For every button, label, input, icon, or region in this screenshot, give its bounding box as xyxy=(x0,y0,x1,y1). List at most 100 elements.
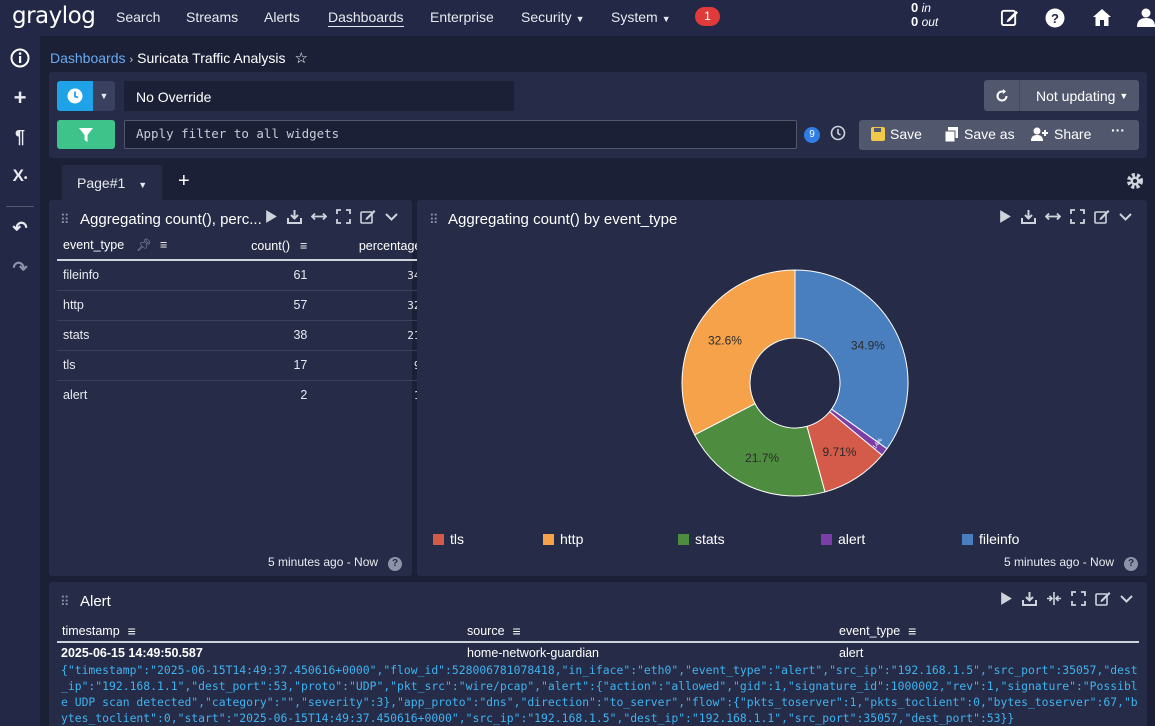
table-row[interactable]: alert21,14% xyxy=(57,380,453,410)
cell-count[interactable]: 17 xyxy=(217,350,314,381)
message-timestamp[interactable]: 2025-06-15 14:49:50.587 xyxy=(61,646,203,660)
query-validation-badge[interactable]: 9 xyxy=(804,127,820,143)
filter-button[interactable] xyxy=(57,120,115,149)
throughput-indicator[interactable]: 0 in 0 out xyxy=(911,1,938,30)
edit-icon[interactable] xyxy=(1095,591,1111,606)
message-event-type[interactable]: alert xyxy=(839,646,864,660)
tab-page-1[interactable]: Page#1 ▼ xyxy=(62,165,162,200)
pie-slice-http[interactable] xyxy=(681,269,796,436)
sort-icon[interactable]: ≡ xyxy=(512,623,521,639)
star-icon[interactable]: ☆ xyxy=(294,50,308,67)
nav-dashboards[interactable]: Dashboards xyxy=(328,9,404,27)
edit-icon[interactable] xyxy=(1094,209,1110,224)
cell-count[interactable]: 61 xyxy=(217,260,314,291)
refresh-icon[interactable] xyxy=(984,80,1020,111)
pie-slice-fileinfo[interactable] xyxy=(794,269,909,450)
column-header-count[interactable]: count() ≡ xyxy=(217,232,314,261)
cell-event-type[interactable]: tls xyxy=(57,350,218,381)
table-row[interactable]: fileinfo6134,86% xyxy=(57,260,453,291)
legend-item-http[interactable]: http xyxy=(543,531,583,547)
play-icon[interactable] xyxy=(1000,591,1013,606)
column-header-source[interactable]: source ≡ xyxy=(467,623,521,639)
cell-event-type[interactable]: fileinfo xyxy=(57,260,218,291)
expand-width-icon[interactable] xyxy=(1045,209,1061,224)
table-row[interactable]: stats3821,71% xyxy=(57,320,453,351)
cell-event-type[interactable]: http xyxy=(57,290,218,321)
drag-handle-icon[interactable]: ⠿ xyxy=(60,212,69,227)
sort-icon[interactable]: ≡ xyxy=(908,623,917,639)
add-widget-icon[interactable]: + xyxy=(13,85,27,110)
redo-icon[interactable]: ↷ xyxy=(12,258,28,278)
gear-icon[interactable] xyxy=(1126,172,1144,190)
pin-icon[interactable]: 📌︎ xyxy=(136,238,153,252)
column-header-event-type[interactable]: event_type 📌︎ ≡ xyxy=(57,232,218,261)
save-as-button[interactable]: Save as xyxy=(945,126,1015,142)
chevron-down-icon[interactable] xyxy=(1119,209,1132,224)
history-icon[interactable] xyxy=(830,125,846,141)
nav-alerts[interactable]: Alerts xyxy=(264,9,300,25)
time-range-button[interactable]: ▼ xyxy=(57,81,115,111)
column-header-timestamp[interactable]: timestamp ≡ xyxy=(62,623,136,639)
legend-item-tls[interactable]: tls xyxy=(433,531,464,547)
legend-item-fileinfo[interactable]: fileinfo xyxy=(962,531,1019,547)
info-icon[interactable] xyxy=(8,46,32,70)
fullscreen-icon[interactable] xyxy=(1071,591,1086,606)
edit-icon[interactable] xyxy=(360,209,376,224)
parameter-icon[interactable]: X• xyxy=(12,166,28,185)
table-row[interactable]: http5732,57% xyxy=(57,290,453,321)
pie-slice-stats[interactable] xyxy=(693,402,826,497)
cell-count[interactable]: 2 xyxy=(300,388,308,403)
message-body[interactable]: {"timestamp":"2025-06-15T14:49:37.450616… xyxy=(61,663,1138,725)
fullscreen-icon[interactable] xyxy=(1070,209,1085,224)
time-override-display[interactable]: No Override xyxy=(124,81,514,111)
compress-width-icon[interactable] xyxy=(1046,591,1062,606)
expand-width-icon[interactable] xyxy=(311,209,327,224)
more-actions-icon[interactable]: ··· xyxy=(1111,122,1125,138)
add-page-icon[interactable]: + xyxy=(178,170,190,192)
chevron-down-icon[interactable] xyxy=(385,209,398,224)
drag-handle-icon[interactable]: ⠿ xyxy=(60,594,69,609)
sort-icon[interactable]: ≡ xyxy=(160,238,168,252)
sort-icon[interactable]: ≡ xyxy=(127,623,136,639)
refresh-controls[interactable]: Not updating ▼ xyxy=(984,80,1139,111)
user-icon[interactable] xyxy=(1137,8,1155,27)
graylog-logo[interactable]: graylog xyxy=(12,3,96,29)
cell-count[interactable]: 57 xyxy=(217,290,314,321)
share-button[interactable]: Share xyxy=(1031,126,1091,142)
save-button[interactable]: Save xyxy=(871,126,922,142)
cell-event-type[interactable]: stats xyxy=(57,320,218,351)
cell-count[interactable]: 38 xyxy=(217,320,314,351)
chevron-down-icon[interactable] xyxy=(1120,591,1133,606)
download-icon[interactable] xyxy=(1022,591,1037,606)
widget-filter-input[interactable]: Apply filter to all widgets xyxy=(124,120,797,149)
notification-badge[interactable]: 1 xyxy=(695,7,720,26)
pie-chart[interactable]: 34.9%1.14%9.71%21.7%32.6% xyxy=(417,200,1147,530)
play-icon[interactable] xyxy=(265,209,278,224)
drag-handle-icon[interactable]: ⠿ xyxy=(429,212,438,227)
nav-enterprise[interactable]: Enterprise xyxy=(430,9,494,25)
sort-icon[interactable]: ≡ xyxy=(300,238,308,253)
breadcrumb-dashboards[interactable]: Dashboards xyxy=(50,50,126,66)
column-header-event-type[interactable]: event_type ≡ xyxy=(839,623,916,639)
nav-security[interactable]: Security ▼ xyxy=(521,9,585,25)
table-row[interactable]: tls179,71% xyxy=(57,350,453,381)
home-icon[interactable] xyxy=(1092,8,1112,27)
paragraph-icon[interactable]: ¶ xyxy=(14,127,25,147)
edit-icon[interactable] xyxy=(1000,8,1019,27)
message-source[interactable]: home-network-guardian xyxy=(467,646,600,660)
nav-search[interactable]: Search xyxy=(116,9,161,25)
help-icon[interactable]: ? xyxy=(1124,557,1139,571)
legend-item-stats[interactable]: stats xyxy=(678,531,725,547)
fullscreen-icon[interactable] xyxy=(336,209,351,224)
download-icon[interactable] xyxy=(287,209,302,224)
legend-item-alert[interactable]: alert xyxy=(821,531,865,547)
undo-icon[interactable]: ↶ xyxy=(12,218,28,238)
play-icon[interactable] xyxy=(999,209,1012,224)
caret-down-icon[interactable]: ▼ xyxy=(138,180,148,190)
download-icon[interactable] xyxy=(1021,209,1036,224)
help-icon[interactable]: ? xyxy=(388,557,403,571)
nav-streams[interactable]: Streams xyxy=(186,9,239,25)
nav-system[interactable]: System ▼ xyxy=(611,9,671,25)
cell-event-type[interactable]: alert xyxy=(63,388,88,403)
help-icon[interactable]: ? xyxy=(1045,8,1065,28)
